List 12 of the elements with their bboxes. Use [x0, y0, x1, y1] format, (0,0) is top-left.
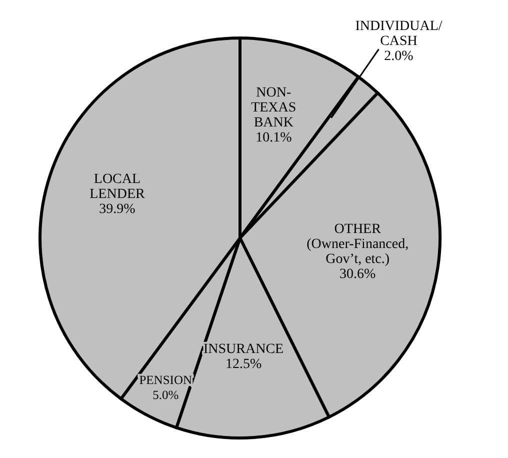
slice-label: LOCAL LENDER — [90, 172, 146, 202]
slice-label: PENSION — [139, 372, 192, 387]
slice-label: NON- TEXAS BANK — [251, 85, 296, 130]
data-label: 5.0% — [152, 388, 179, 402]
data-label: 39.9% — [99, 202, 136, 217]
data-label: 2.0% — [384, 48, 414, 64]
data-label: 10.1% — [256, 130, 292, 146]
data-label: 12.5% — [225, 356, 262, 372]
data-label: 30.6% — [340, 266, 376, 282]
slice-label: INSURANCE — [203, 342, 284, 357]
slice-label: INDIVIDUAL/ CASH — [355, 18, 442, 49]
slice-label: OTHER (Owner-Financed, Gov’t, etc.) — [306, 221, 409, 266]
